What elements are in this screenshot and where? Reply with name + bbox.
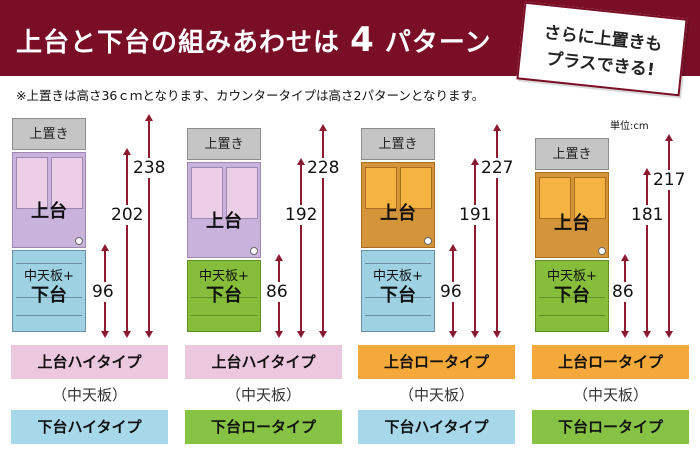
dim-lower: 86 [266,282,288,302]
height-arrow-total [665,134,673,338]
dim-lower: 86 [612,282,634,302]
dim-upper: 181 [631,205,664,225]
upper-label: 上台 [380,203,416,224]
dim-upper: 192 [285,205,318,225]
mid-label: （中天板） [398,386,474,404]
dim-upper: 191 [459,205,492,225]
mid-label: （中天板） [51,386,127,404]
page-title: 上台と下台の組みあわせは 4 パターン [16,20,492,60]
upper-label: 上台 [554,213,590,234]
lower-label: 下台 [380,285,416,306]
dim-lower: 96 [92,282,114,302]
lower-cabinet: 中天板+ 下台 [535,260,609,332]
height-arrow-total [145,114,153,338]
lower-label: 下台 [554,285,590,306]
height-arrow-upper [471,158,479,338]
kamioki-box: 上置き [535,138,609,170]
upper-cabinet: 上台 [187,162,261,258]
cabinet-pattern-1: 上置き 上台 中天板+ 下台 [12,118,86,332]
height-arrow-upper [297,158,305,338]
upper-cabinet: 上台 [361,162,435,248]
countertop-label: 中天板+ [373,269,423,284]
lower-label: 下台 [206,285,242,306]
countertop-label: 中天板+ [547,269,597,284]
height-arrow-upper [643,168,651,338]
dim-total: 217 [653,170,686,190]
upper-label: 上台 [206,211,242,232]
tag-upper-type: 上台ロータイプ [358,345,515,379]
upper-cabinet: 上台 [12,152,86,248]
tag-upper-type: 上台ロータイプ [532,345,689,379]
unit-label: 単位:cm [610,121,649,132]
lower-cabinet: 中天板+ 下台 [12,250,86,332]
lower-cabinet: 中天板+ 下台 [187,260,261,332]
upper-label: 上台 [31,201,67,222]
tag-lower-type: 下台ハイタイプ [358,410,515,444]
dim-total: 227 [481,158,514,178]
promo-badge: さらに上置きも プラスできる! [516,1,688,97]
tag-upper-type: 上台ハイタイプ [185,345,342,379]
tag-lower-type: 下台ロータイプ [185,410,342,444]
tag-lower-type: 下台ロータイプ [532,410,689,444]
dim-lower: 96 [440,282,462,302]
tag-upper-type: 上台ハイタイプ [11,345,168,379]
lower-label: 下台 [31,285,67,306]
height-arrow-upper [123,148,131,338]
upper-cabinet: 上台 [535,172,609,258]
dim-total: 228 [307,158,340,178]
dim-total: 238 [133,158,166,178]
cabinet-pattern-3: 上置き 上台 中天板+ 下台 [361,128,435,332]
cabinet-pattern-2: 上置き 上台 中天板+ 下台 [187,128,261,332]
dim-upper: 202 [111,205,144,225]
countertop-label: 中天板+ [199,269,249,284]
cabinet-pattern-4: 上置き 上台 中天板+ 下台 [535,138,609,332]
tag-lower-type: 下台ハイタイプ [11,410,168,444]
mid-label: （中天板） [572,386,648,404]
lower-cabinet: 中天板+ 下台 [361,250,435,332]
note-text: ※上置きは高さ36ｃｍとなります、カウンタータイプは高さ2パターンとなります。 [16,88,485,103]
height-arrow-total [319,124,327,338]
kamioki-box: 上置き [187,128,261,160]
mid-label: （中天板） [225,386,301,404]
kamioki-box: 上置き [361,128,435,160]
kamioki-box: 上置き [12,118,86,150]
height-arrow-total [493,124,501,338]
countertop-label: 中天板+ [24,269,74,284]
